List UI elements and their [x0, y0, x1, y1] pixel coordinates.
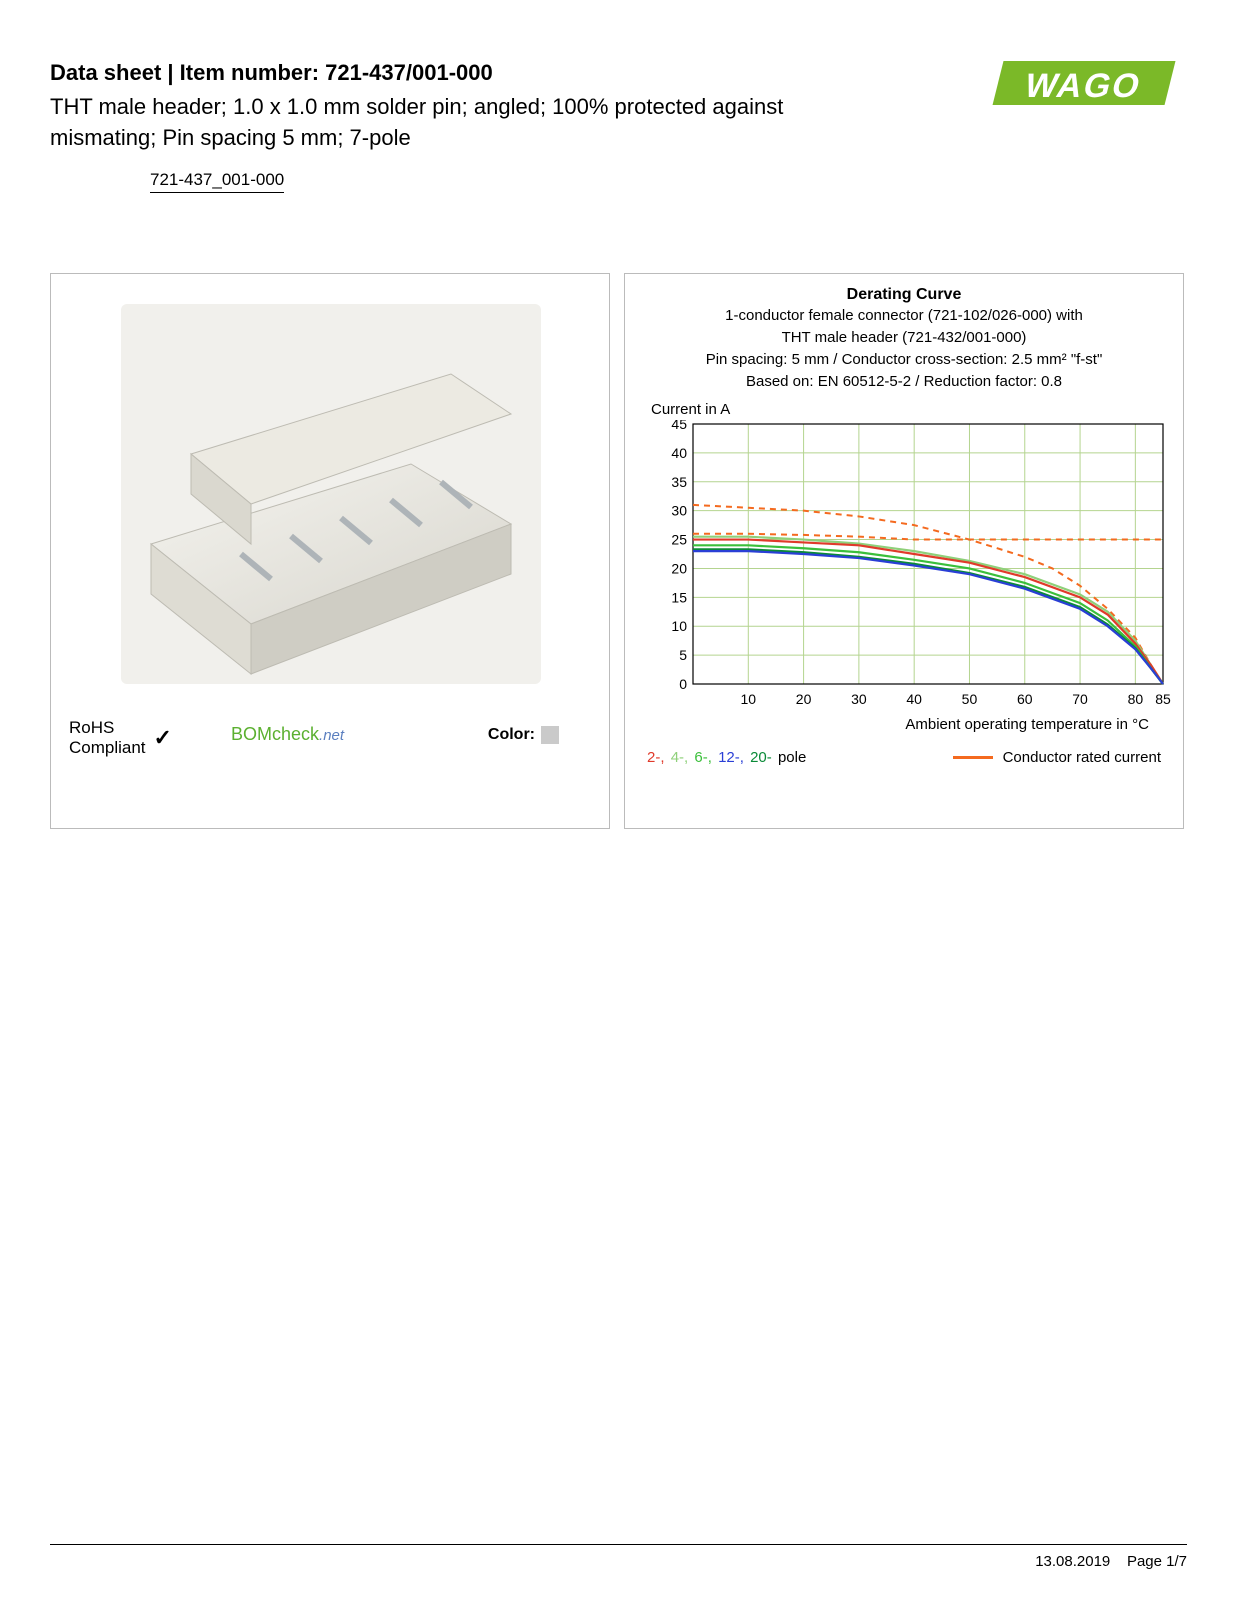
chart-sub3: Pin spacing: 5 mm / Conductor cross-sect…: [635, 350, 1173, 370]
chart-panel: Derating Curve 1-conductor female connec…: [624, 273, 1184, 829]
svg-text:30: 30: [851, 691, 867, 707]
legend-20pole: 20-: [750, 749, 772, 766]
legend-rated: Conductor rated current: [953, 749, 1161, 766]
derating-chart: 051015202530354045102030405060708085: [653, 420, 1155, 710]
chart-sub2: THT male header (721-432/001-000): [635, 328, 1173, 348]
svg-text:60: 60: [1017, 691, 1033, 707]
rohs-line1: RoHS: [69, 718, 146, 738]
footer-page: Page 1/7: [1127, 1553, 1187, 1570]
check-icon: ✓: [154, 725, 172, 751]
header: Data sheet | Item number: 721-437/001-00…: [0, 0, 1237, 193]
svg-text:80: 80: [1128, 691, 1144, 707]
color-label: Color:: [488, 726, 559, 744]
svg-text:30: 30: [671, 502, 687, 518]
legend-2pole: 2-,: [647, 749, 665, 766]
panels-row: RoHS Compliant ✓ BOMcheck.net Color: Der…: [0, 193, 1237, 829]
footer-date: 13.08.2019: [1035, 1553, 1110, 1570]
title-label: Item number:: [180, 60, 325, 85]
legend-6pole: 6-,: [694, 749, 712, 766]
bomcheck-suffix: .net: [319, 727, 344, 744]
svg-text:0: 0: [679, 676, 687, 692]
legend-pole-word: pole: [778, 749, 806, 766]
rohs-line2: Compliant: [69, 738, 146, 758]
legend-rated-text: Conductor rated current: [1003, 749, 1161, 766]
bomcheck-main: BOMcheck: [231, 724, 319, 744]
legend-12pole: 12-,: [718, 749, 744, 766]
svg-text:70: 70: [1072, 691, 1088, 707]
chart-sub1: 1-conductor female connector (721-102/02…: [635, 306, 1173, 326]
color-text: Color:: [488, 726, 535, 744]
legend-4pole: 4-,: [671, 749, 689, 766]
svg-text:35: 35: [671, 473, 687, 489]
svg-text:15: 15: [671, 589, 687, 605]
color-swatch: [541, 726, 559, 744]
chart-legend: 2-, 4-, 6-, 12-, 20- pole Conductor rate…: [635, 749, 1173, 766]
svg-text:40: 40: [906, 691, 922, 707]
product-link[interactable]: 721-437_001-000: [150, 170, 284, 193]
svg-text:10: 10: [741, 691, 757, 707]
product-description: THT male header; 1.0 x 1.0 mm solder pin…: [50, 92, 870, 154]
title-prefix: Data sheet: [50, 60, 161, 85]
svg-text:5: 5: [679, 647, 687, 663]
svg-text:10: 10: [671, 618, 687, 634]
svg-text:85: 85: [1155, 691, 1171, 707]
title-sep: |: [161, 60, 179, 85]
rohs-badge: RoHS Compliant ✓: [69, 718, 172, 758]
y-axis-label: Current in A: [651, 401, 1173, 418]
legend-poles: 2-, 4-, 6-, 12-, 20- pole: [647, 749, 808, 766]
svg-text:25: 25: [671, 531, 687, 547]
svg-text:40: 40: [671, 444, 687, 460]
header-text: Data sheet | Item number: 721-437/001-00…: [50, 60, 870, 193]
page-footer: 13.08.2019 Page 1/7: [50, 1544, 1187, 1570]
svg-text:WAGO: WAGO: [1021, 67, 1146, 104]
svg-text:45: 45: [671, 420, 687, 432]
item-number: 721-437/001-000: [325, 60, 493, 85]
bomcheck-logo: BOMcheck.net: [231, 724, 344, 745]
svg-text:20: 20: [671, 560, 687, 576]
page-title: Data sheet | Item number: 721-437/001-00…: [50, 60, 870, 86]
chart-title: Derating Curve: [635, 286, 1173, 304]
wago-logo: WAGO: [987, 55, 1187, 116]
svg-text:20: 20: [796, 691, 812, 707]
product-image: [121, 304, 541, 684]
svg-text:50: 50: [962, 691, 978, 707]
x-axis-label: Ambient operating temperature in °C: [635, 716, 1149, 733]
product-image-panel: RoHS Compliant ✓ BOMcheck.net Color:: [50, 273, 610, 829]
rated-line-icon: [953, 756, 993, 759]
chart-sub4: Based on: EN 60512-5-2 / Reduction facto…: [635, 372, 1173, 392]
